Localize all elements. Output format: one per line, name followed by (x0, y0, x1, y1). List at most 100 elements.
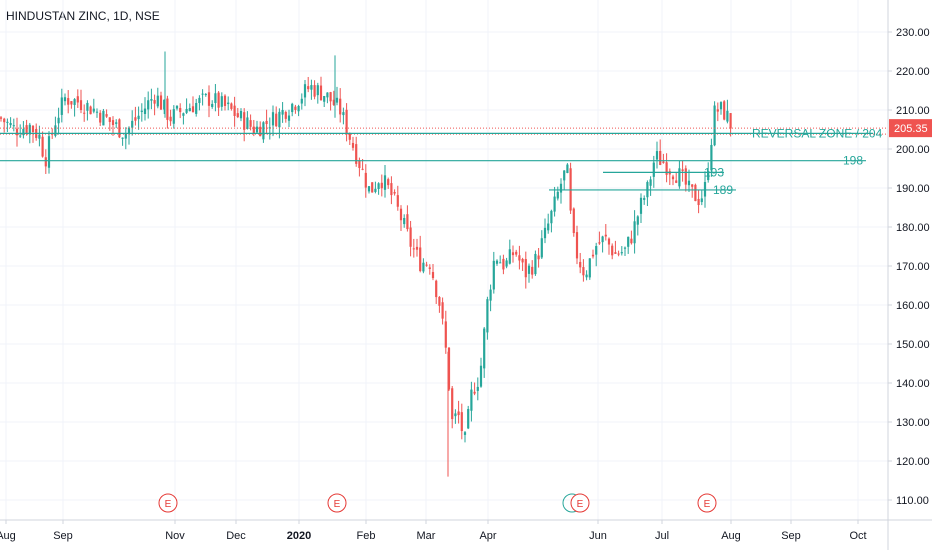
candle-down (396, 195, 399, 207)
earnings-label: E (165, 499, 172, 510)
candle-down (716, 109, 719, 112)
candle-down (15, 128, 19, 136)
candle-up (342, 112, 345, 116)
candle-up (92, 108, 95, 112)
candle-up (185, 108, 188, 113)
candle-up (198, 97, 201, 104)
candle-down (697, 198, 700, 206)
earnings-label: E (704, 499, 711, 510)
candle-down (153, 100, 156, 104)
candle-down (591, 254, 595, 257)
candle-down (675, 180, 678, 183)
candle-up (486, 299, 489, 333)
earnings-label: E (334, 499, 341, 510)
y-tick-label: 130.00 (896, 417, 930, 429)
candle-down (134, 117, 137, 121)
candle-down (31, 125, 35, 133)
candle-up (271, 112, 275, 126)
candle-up (559, 183, 563, 193)
candle-down (339, 98, 342, 115)
candle-up (127, 127, 131, 135)
candle-down (502, 258, 505, 270)
candle-up (623, 247, 627, 249)
candle-down (515, 251, 518, 255)
candle-down (428, 267, 431, 269)
candle-up (687, 180, 691, 186)
candle-down (358, 160, 361, 169)
candle-up (211, 103, 214, 107)
earnings-marker (327, 493, 347, 513)
candle-up (713, 105, 716, 146)
candle-down (406, 214, 409, 230)
candle-down (521, 259, 524, 263)
candle-up (326, 92, 329, 98)
candle-down (41, 136, 44, 157)
candle-down (89, 106, 92, 115)
candle-down (252, 126, 255, 134)
candle-up (310, 85, 313, 90)
candle-up (550, 210, 553, 224)
candle-down (684, 168, 687, 185)
candle-down (99, 112, 102, 123)
candle-down (108, 117, 111, 122)
candle-up (255, 126, 259, 133)
candle-up (499, 262, 502, 264)
candle-down (399, 208, 403, 221)
x-tick-label: 2020 (287, 530, 311, 542)
y-tick-label: 140.00 (896, 378, 930, 390)
candle-up (102, 110, 105, 126)
candle-down (729, 113, 732, 129)
level-label: 193 (704, 165, 724, 179)
candle-up (124, 133, 127, 139)
level-label: 189 (713, 183, 733, 197)
candle-up (483, 328, 486, 369)
candle-up (543, 227, 547, 239)
candle-down (617, 253, 620, 255)
candle-up (12, 125, 15, 127)
candle-down (598, 242, 601, 244)
candle-up (649, 179, 652, 186)
candle-down (582, 267, 585, 276)
y-tick-label: 190.00 (896, 183, 930, 195)
earnings-marker (570, 493, 590, 513)
candle-down (511, 252, 515, 256)
candle-up (220, 96, 223, 107)
candle-up (505, 260, 508, 267)
candle-up (287, 115, 291, 121)
candle-down (572, 208, 575, 234)
candle-down (387, 179, 390, 186)
candle-up (214, 93, 217, 104)
candle-up (147, 100, 150, 110)
candle-down (441, 302, 444, 319)
y-tick-label: 180.00 (896, 222, 930, 234)
candle-down (284, 111, 287, 119)
y-tick-label: 220.00 (896, 66, 930, 78)
y-tick-label: 150.00 (896, 339, 930, 351)
candle-up (115, 122, 118, 124)
candle-down (259, 126, 262, 137)
candle-up (303, 84, 307, 98)
candle-down (460, 412, 463, 432)
y-tick-label: 210.00 (896, 105, 930, 117)
x-tick-label: Sep (781, 530, 801, 542)
candle-up (182, 113, 185, 116)
candle-down (319, 85, 323, 101)
candle-up (703, 181, 707, 197)
candle-down (723, 101, 726, 120)
candle-down (355, 144, 358, 164)
candle-up (137, 115, 140, 120)
candle-down (44, 157, 47, 167)
level-label: 198 (843, 154, 863, 168)
candle-down (0, 117, 3, 119)
candle-down (579, 261, 582, 268)
candle-up (95, 111, 99, 113)
candle-up (492, 260, 495, 290)
x-tick-label: Jul (655, 530, 669, 542)
candle-up (262, 122, 265, 140)
candle-down (444, 321, 447, 348)
candle-down (159, 95, 163, 110)
candle-up (403, 217, 406, 225)
candle-up (140, 110, 143, 112)
candle-up (38, 134, 41, 139)
